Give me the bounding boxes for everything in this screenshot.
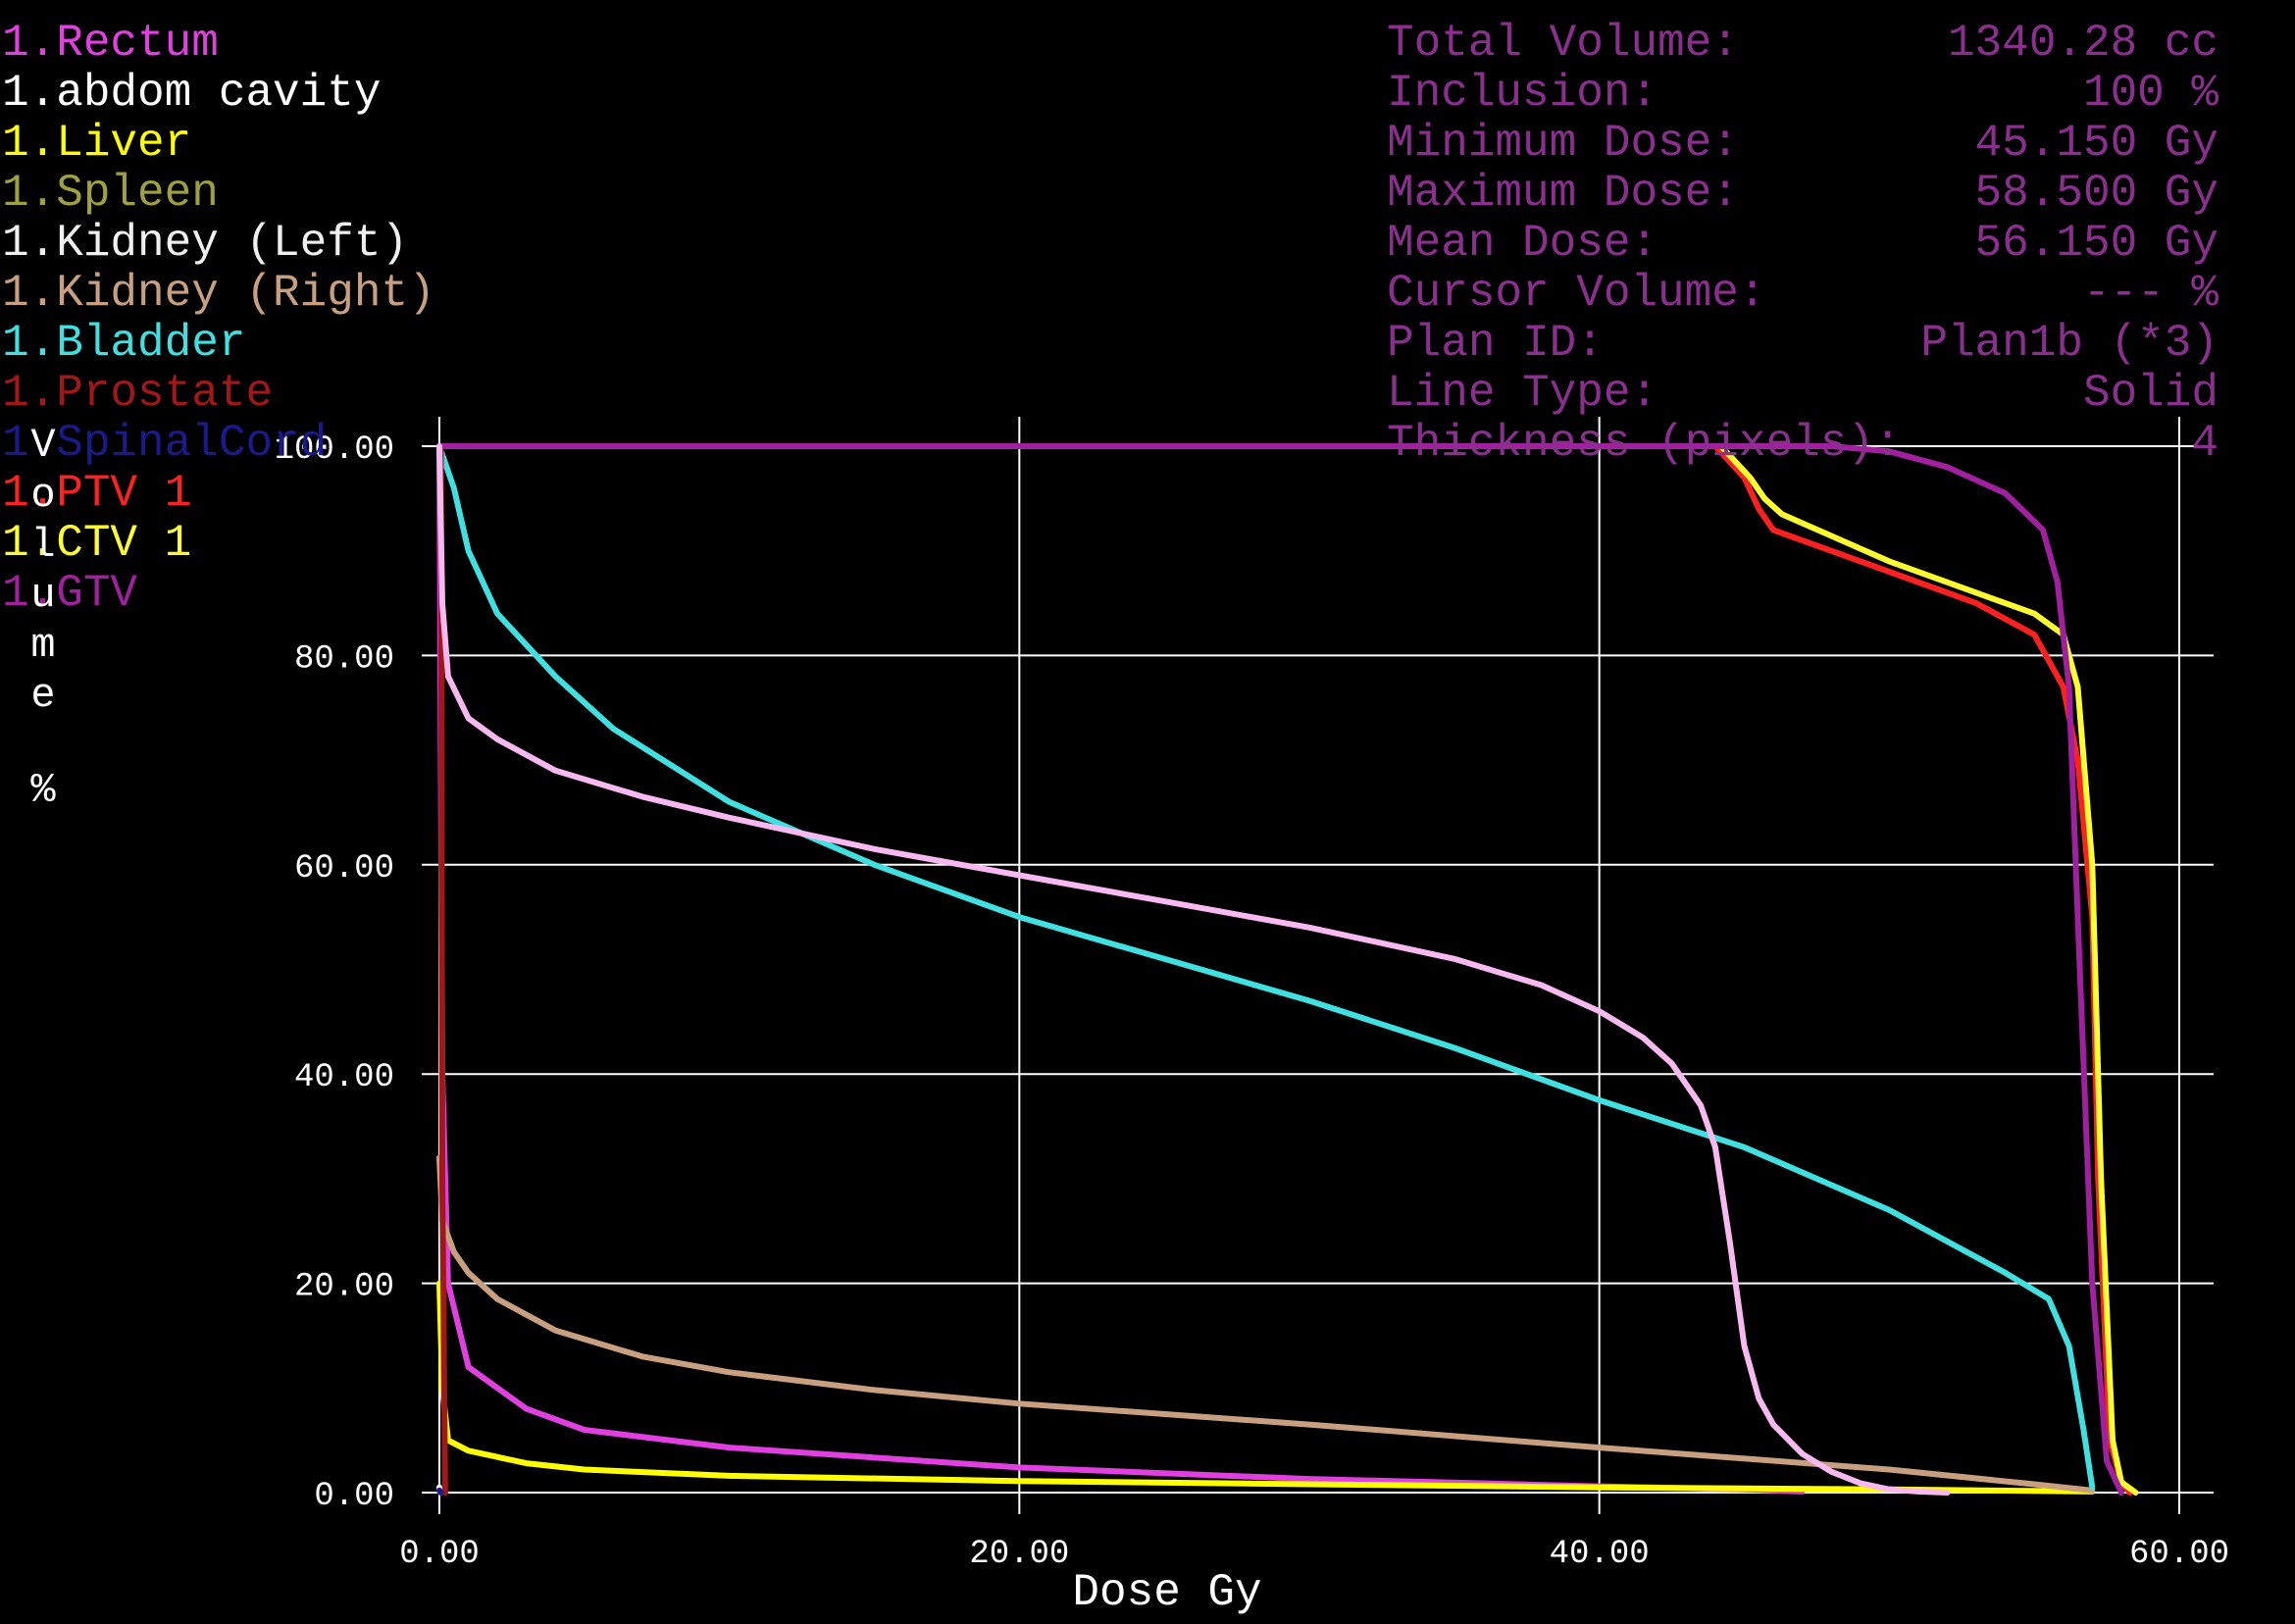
y-tick-label: 20.00 — [294, 1269, 394, 1306]
y-axis-label-char: u — [30, 572, 55, 619]
stat-label: Cursor Volume: — [1387, 268, 1765, 319]
series-line-gtv — [436, 443, 2124, 1496]
legend-entry-ctv-1: 1.CTV 1 — [2, 518, 191, 569]
legend-entry-kidney-left: 1.Kidney (Left) — [2, 218, 408, 269]
stat-value: 100 % — [2083, 68, 2218, 119]
legend-entry-ptv-1: 1.PTV 1 — [2, 468, 191, 519]
y-tick-label: 0.00 — [314, 1478, 394, 1515]
series-line-ctv-1 — [436, 443, 2139, 1496]
legend-entry-spinalcord: 1.SpinalCord — [2, 418, 327, 469]
legend-entry-bladder: 1.Bladder — [2, 318, 245, 369]
stat-value: Plan1b (*3) — [1920, 318, 2218, 369]
stat-label: Minimum Dose: — [1387, 118, 1739, 169]
x-tick-label: 0.00 — [399, 1536, 480, 1573]
stat-label: Total Volume: — [1387, 18, 1739, 69]
y-axis-label-char: m — [30, 622, 55, 669]
stat-label: Plan ID: — [1387, 318, 1604, 369]
stat-label: Maximum Dose: — [1387, 168, 1739, 219]
stat-value: 1340.28 cc — [1948, 18, 2218, 69]
y-tick-label: 80.00 — [294, 640, 394, 678]
x-tick-label: 20.00 — [969, 1536, 1069, 1573]
legend-entry-kidney-right: 1.Kidney (Right) — [2, 268, 435, 319]
series-line-bladder — [436, 443, 2096, 1491]
legend-entry-rectum: 1.Rectum — [2, 18, 219, 69]
y-axis-label: Volume% — [30, 422, 56, 814]
stat-label: Line Type: — [1387, 368, 1658, 419]
y-axis-label-char: o — [30, 472, 55, 519]
series-line-series-12 — [436, 443, 1951, 1496]
x-axis-label: Dose Gy — [1072, 1567, 1261, 1618]
legend-entry-gtv: 1.GTV — [2, 568, 137, 619]
series-line-kidney-right — [436, 1154, 2096, 1494]
legend-entry-abdom-cavity: 1.abdom cavity — [2, 68, 381, 119]
x-tick-label: 40.00 — [1550, 1536, 1650, 1573]
series-line-prostate — [437, 443, 448, 1496]
y-tick-label: 40.00 — [294, 1059, 394, 1096]
y-axis-label-char: e — [30, 672, 55, 719]
tick-labels: 0.00 20.00 40.00 60.00 80.00 100.00 0.00 20.00 4… — [275, 431, 2229, 1573]
y-tick-label: 100.00 — [275, 431, 394, 469]
stat-value: 4 — [2191, 418, 2218, 469]
series-lines — [436, 443, 2139, 1496]
stat-label: Inclusion: — [1387, 68, 1658, 119]
stat-value: 56.150 Gy — [1975, 218, 2218, 269]
stat-value: 58.500 Gy — [1975, 168, 2218, 219]
y-axis-label-char: l — [30, 522, 55, 569]
y-axis-label-char: V — [30, 422, 55, 469]
stat-label: Mean Dose: — [1387, 218, 1658, 269]
stat-value: 45.150 Gy — [1975, 118, 2218, 169]
x-tick-label: 60.00 — [2129, 1536, 2229, 1573]
stat-value: Solid — [2083, 368, 2218, 419]
legend-entry-prostate: 1.Prostate — [2, 368, 273, 419]
y-tick-label: 60.00 — [294, 850, 394, 888]
legend-entry-spleen: 1.Spleen — [2, 168, 219, 219]
legend-entry-liver: 1.Liver — [2, 118, 191, 169]
stat-label: Thickness (pixels): — [1387, 418, 1902, 469]
stat-value: --- % — [2083, 268, 2218, 319]
series-line-spinalcord — [436, 1487, 444, 1496]
stats-panel: Total Volume: 1340.28 cc Inclusion: 100 % Mi… — [1387, 18, 2218, 469]
y-axis-label-char: % — [30, 767, 56, 814]
